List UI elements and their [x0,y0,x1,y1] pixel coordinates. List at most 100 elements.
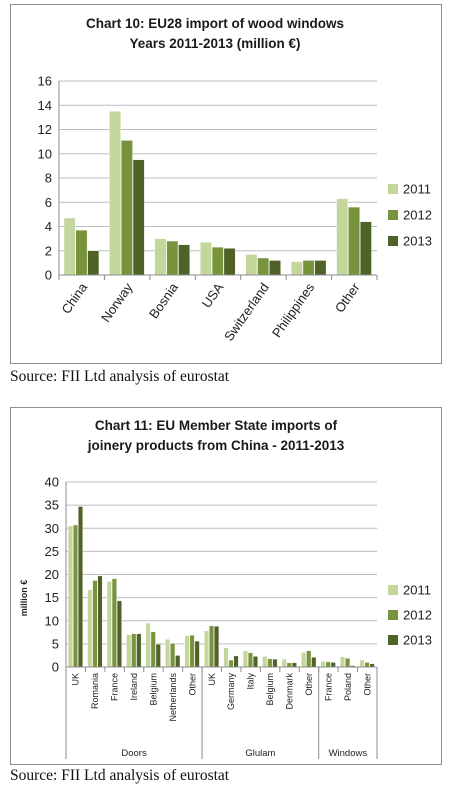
chart-11-source: Source: FII Ltd analysis of eurostat [10,767,230,784]
chart-10-legend-swatch-2012 [388,210,398,220]
chart-11-bar-other-6-2013 [194,640,200,668]
chart-10-bar-other-6-2013 [359,221,372,276]
chart-11-bar-other-12-2012 [306,650,312,668]
chart-10-legend-label-2012: 2012 [403,208,432,223]
chart-10-category-label: USA [199,280,227,311]
chart-11-bar-poland-14-2011 [340,656,346,668]
chart-11-bar-italy-9-2012 [247,652,253,668]
chart-11-ytick-label: 25 [45,544,59,559]
chart-11-legend-swatch-2011 [388,585,398,595]
chart-11-bar-france-2-2013 [116,600,122,668]
chart-11-legend-swatch-2012 [388,610,398,620]
chart-11-category-label: Denmark [285,673,295,710]
chart-11-bar-ireland-3-2011 [126,634,132,668]
chart-11-bar-uk-7-2013 [214,626,220,668]
chart-11-legend-swatch-2013 [388,635,398,645]
chart-11-bar-uk-7-2011 [204,630,209,668]
chart-10-bar-philippines-5-2013 [314,260,327,276]
chart-11-category-label: Other [304,673,314,696]
chart-10-bar-philippines-5-2012 [302,260,315,276]
chart-11-bar-poland-14-2012 [345,658,351,668]
chart-10-ytick-label: 4 [45,219,52,234]
chart-11-bar-denmark-11-2012 [286,662,292,668]
chart-11-category-label: Belgium [265,673,275,706]
chart-11-category-label: Belgium [148,673,158,706]
chart-11-bar-italy-9-2013 [252,656,258,668]
chart-11-bar-denmark-11-2011 [281,658,287,668]
chart-11-bar-france-13-2012 [325,661,331,668]
chart-11-bar-ireland-3-2013 [136,633,142,668]
chart-11-bar-germany-8-2012 [228,659,234,668]
chart-11-category-label: France [323,673,333,701]
chart-11-bar-ireland-3-2012 [131,633,137,668]
chart-11-category-label: Netherlands [168,673,178,722]
chart-11-category-label: France [110,673,120,701]
chart-11: Chart 11: EU Member State imports of joi… [19,418,432,759]
chart-11-bar-other-12-2011 [301,651,307,668]
chart-11-group-label-doors: Doors [121,748,147,759]
chart-11-bar-france-13-2013 [330,662,336,668]
chart-11-ytick-label: 0 [52,660,59,675]
chart-10-bar-bosnia-2-2012 [166,240,179,276]
chart-11-bar-romania-1-2012 [92,580,98,668]
chart-10-bar-switzerland-4-2012 [257,257,270,276]
chart-10-legend-swatch-2011 [388,184,398,194]
chart-10-category-label: Switzerland [221,280,272,344]
chart-10-ytick-label: 12 [38,122,52,137]
chart-11-ytick-label: 35 [45,498,59,513]
chart-11-ytick-label: 10 [45,613,59,628]
chart-10-bar-usa-3-2011 [200,242,212,276]
chart-11-category-label: Romania [90,673,100,709]
chart-11-group-label-windows: Windows [329,748,368,759]
chart-11-bar-france-2-2011 [106,581,112,668]
chart-10-bar-china-0-2013 [87,250,100,276]
chart-10-bar-china-0-2011 [63,217,76,276]
chart-11-legend-label-2011: 2011 [403,583,431,598]
chart-10-ytick-label: 6 [45,195,52,210]
chart-10-title-line2: Years 2011-2013 (million €) [129,36,300,51]
chart-10-ytick-label: 8 [45,171,52,186]
chart-10-ytick-label: 2 [45,243,52,258]
chart-11-category-label: Italy [246,673,256,690]
chart-11-legend-label-2013: 2013 [403,633,432,648]
chart-11-category-label: Germany [226,673,236,711]
chart-10-bar-usa-3-2012 [211,246,224,276]
chart-10-bar-other-6-2011 [336,198,349,276]
chart-10-bar-china-0-2012 [75,229,88,276]
chart-11-bar-other-15-2011 [359,659,365,668]
chart-11-bar-belgium-4-2012 [150,631,156,668]
chart-11-bar-germany-8-2013 [233,655,239,668]
chart-11-bar-uk-0-2012 [72,524,78,668]
chart-10-legend-label-2011: 2011 [403,182,431,197]
chart-11-container: Chart 11: EU Member State imports of joi… [10,407,442,765]
chart-11-title-line2: joinery products from China - 2011-2013 [87,438,345,453]
chart-10-bar-norway-1-2012 [121,140,133,276]
chart-11-bar-germany-8-2011 [223,647,229,668]
chart-11-ytick-label: 15 [45,590,59,605]
chart-10-bar-norway-1-2013 [132,159,145,276]
chart-11-bar-netherlands-5-2012 [170,643,176,668]
chart-11-bar-uk-0-2011 [67,525,73,668]
chart-10-ytick-label: 0 [45,268,52,283]
chart-10-source: Source: FII Ltd analysis of eurostat [10,368,230,385]
chart-10-bar-philippines-5-2011 [290,261,303,276]
chart-11-bar-denmark-11-2013 [291,662,297,668]
chart-10-legend-label-2013: 2013 [403,234,432,249]
chart-10-bar-other-6-2012 [348,206,360,276]
chart-11-category-label: Other [362,673,372,696]
chart-11-bar-netherlands-5-2011 [165,639,171,668]
chart-11-bar-other-15-2012 [364,662,370,668]
chart-10-bar-usa-3-2013 [223,248,236,276]
chart-11-bar-belgium-10-2011 [262,656,268,668]
chart-11-bar-other-6-2012 [189,634,195,668]
chart-11-bar-romania-1-2013 [97,575,103,668]
chart-10-category-label: Other [332,280,363,316]
chart-11-bar-uk-0-2013 [78,506,83,668]
chart-11-category-label: Other [187,673,197,696]
chart-11-bar-romania-1-2011 [87,589,93,668]
chart-11-ytick-label: 40 [45,475,59,490]
chart-11-category-label: UK [71,673,81,686]
chart-11-ytick-label: 20 [45,567,59,582]
chart-10-category-label: Norway [98,280,136,325]
chart-11-bar-france-2-2012 [111,578,117,668]
